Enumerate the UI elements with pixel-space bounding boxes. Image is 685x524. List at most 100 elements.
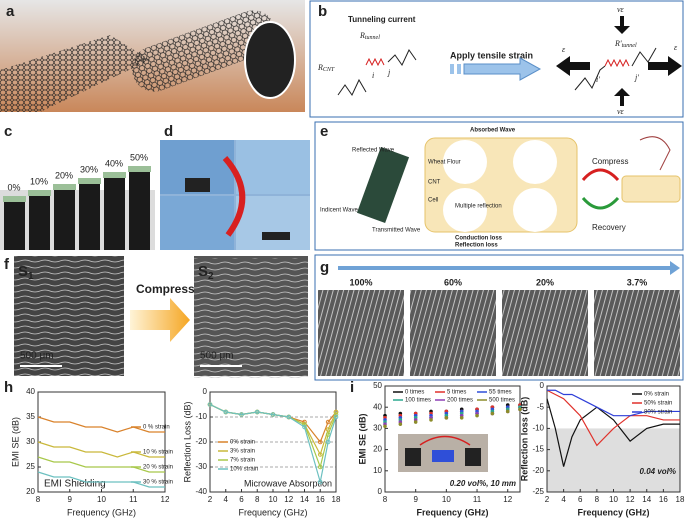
label: i' bbox=[596, 75, 600, 84]
label: RCNT bbox=[317, 63, 335, 74]
point bbox=[270, 412, 276, 417]
label: CNT bbox=[428, 180, 441, 186]
strain-label: 3.7% bbox=[627, 277, 648, 287]
point bbox=[317, 439, 323, 445]
arrow bbox=[556, 56, 590, 76]
label: Tunneling current bbox=[348, 15, 416, 24]
nanotube bbox=[131, 10, 276, 92]
hand bbox=[639, 136, 671, 171]
panel-e: e Absorbed Wave Reflected Wave Indicent … bbox=[314, 121, 684, 251]
label: Wheat Flour bbox=[428, 160, 461, 166]
legend-label: 7% strain bbox=[230, 458, 255, 464]
y-tick-label: 0 bbox=[203, 387, 208, 396]
sem-texture bbox=[594, 290, 680, 376]
arrow bbox=[581, 196, 620, 210]
label: Compress bbox=[136, 282, 195, 296]
legend-label: 30 % strain bbox=[143, 480, 173, 486]
x-tick-label: 10 bbox=[269, 495, 278, 504]
x-axis-label: Frequency (GHz) bbox=[67, 507, 136, 517]
x-axis-label: Frequency (GHz) bbox=[416, 507, 488, 517]
y-axis-label: Reflection loss (dB) bbox=[519, 397, 529, 482]
series-line bbox=[209, 403, 337, 483]
cell bbox=[513, 140, 557, 184]
panel-label: c bbox=[4, 123, 12, 140]
panel-f: f S1 S2 Compress 500 μm 500 μm bbox=[4, 256, 308, 378]
sem-texture bbox=[14, 256, 124, 376]
point bbox=[475, 413, 479, 418]
inset-photo bbox=[398, 434, 488, 472]
point bbox=[325, 419, 331, 425]
scale-label: 500 μm bbox=[200, 351, 234, 362]
series-line bbox=[37, 441, 165, 458]
sem-texture bbox=[502, 290, 588, 376]
sample bbox=[465, 448, 481, 466]
x-tick-label: 10 bbox=[442, 495, 451, 504]
x-tick-label: 4 bbox=[561, 495, 566, 504]
point bbox=[505, 409, 510, 414]
panel-label: h bbox=[4, 379, 13, 396]
legend-label: 0% strain bbox=[230, 440, 255, 446]
y-axis-label: EMI SE (dB) bbox=[10, 417, 20, 467]
shaded-region bbox=[547, 428, 680, 492]
sample bbox=[29, 194, 50, 250]
arrow bbox=[338, 261, 680, 275]
x-tick-label: 18 bbox=[332, 495, 341, 504]
arrow bbox=[222, 156, 246, 237]
y-tick-label: -5 bbox=[537, 402, 545, 411]
sample bbox=[262, 232, 290, 240]
sample bbox=[54, 188, 75, 250]
cell bbox=[443, 188, 487, 232]
arrow bbox=[614, 88, 630, 106]
series-line bbox=[209, 403, 337, 470]
x-tick-label: 8 bbox=[595, 495, 600, 504]
x-axis-label: Frequency (GHz) bbox=[577, 507, 649, 517]
y-tick-label: 20 bbox=[26, 487, 35, 496]
series-line bbox=[37, 471, 165, 488]
sample bbox=[432, 450, 454, 462]
legend-label: 500 times bbox=[489, 398, 515, 404]
y-tick-label: 40 bbox=[26, 387, 35, 396]
y-tick-label: -15 bbox=[532, 445, 544, 454]
label: Compress bbox=[592, 157, 628, 166]
wire bbox=[574, 47, 657, 91]
x-tick-label: 9 bbox=[68, 495, 73, 504]
strain-label: 30% bbox=[80, 164, 98, 174]
x-tick-label: 10 bbox=[97, 495, 106, 504]
sem-texture bbox=[194, 258, 308, 378]
label: νε bbox=[617, 5, 625, 14]
label: ε bbox=[674, 43, 678, 52]
panel-label: e bbox=[320, 123, 328, 140]
sem-texture bbox=[318, 290, 404, 376]
point bbox=[333, 409, 339, 415]
y-tick-label: 30 bbox=[26, 437, 35, 446]
arrow bbox=[648, 56, 682, 76]
x-tick-label: 8 bbox=[36, 495, 41, 504]
arrow bbox=[419, 435, 471, 446]
photo bbox=[236, 140, 310, 194]
arrow bbox=[457, 64, 461, 74]
x-tick-label: 18 bbox=[676, 495, 685, 504]
label: S2 bbox=[198, 263, 214, 282]
point bbox=[429, 418, 433, 422]
clamp bbox=[53, 184, 76, 190]
point bbox=[317, 479, 323, 485]
point bbox=[325, 439, 331, 445]
point bbox=[413, 420, 418, 424]
panel-b: b Tunneling current Rtunnel RCNT i j App… bbox=[309, 0, 684, 118]
y-tick-label: 35 bbox=[26, 412, 35, 421]
arrow bbox=[614, 16, 630, 34]
x-tick-label: 16 bbox=[659, 495, 668, 504]
wire bbox=[387, 49, 417, 66]
point bbox=[398, 422, 403, 426]
cell bbox=[513, 188, 557, 232]
plot-frame bbox=[384, 385, 521, 493]
photo bbox=[160, 196, 234, 250]
x-tick-label: 2 bbox=[208, 495, 213, 504]
series-line bbox=[209, 403, 337, 444]
annotation: Microwave Absorption bbox=[244, 478, 332, 488]
legend-label: 0 % strain bbox=[143, 425, 170, 431]
scale-label: 500 μm bbox=[20, 351, 54, 362]
wire bbox=[337, 78, 367, 96]
y-tick-label: -20 bbox=[532, 466, 544, 475]
